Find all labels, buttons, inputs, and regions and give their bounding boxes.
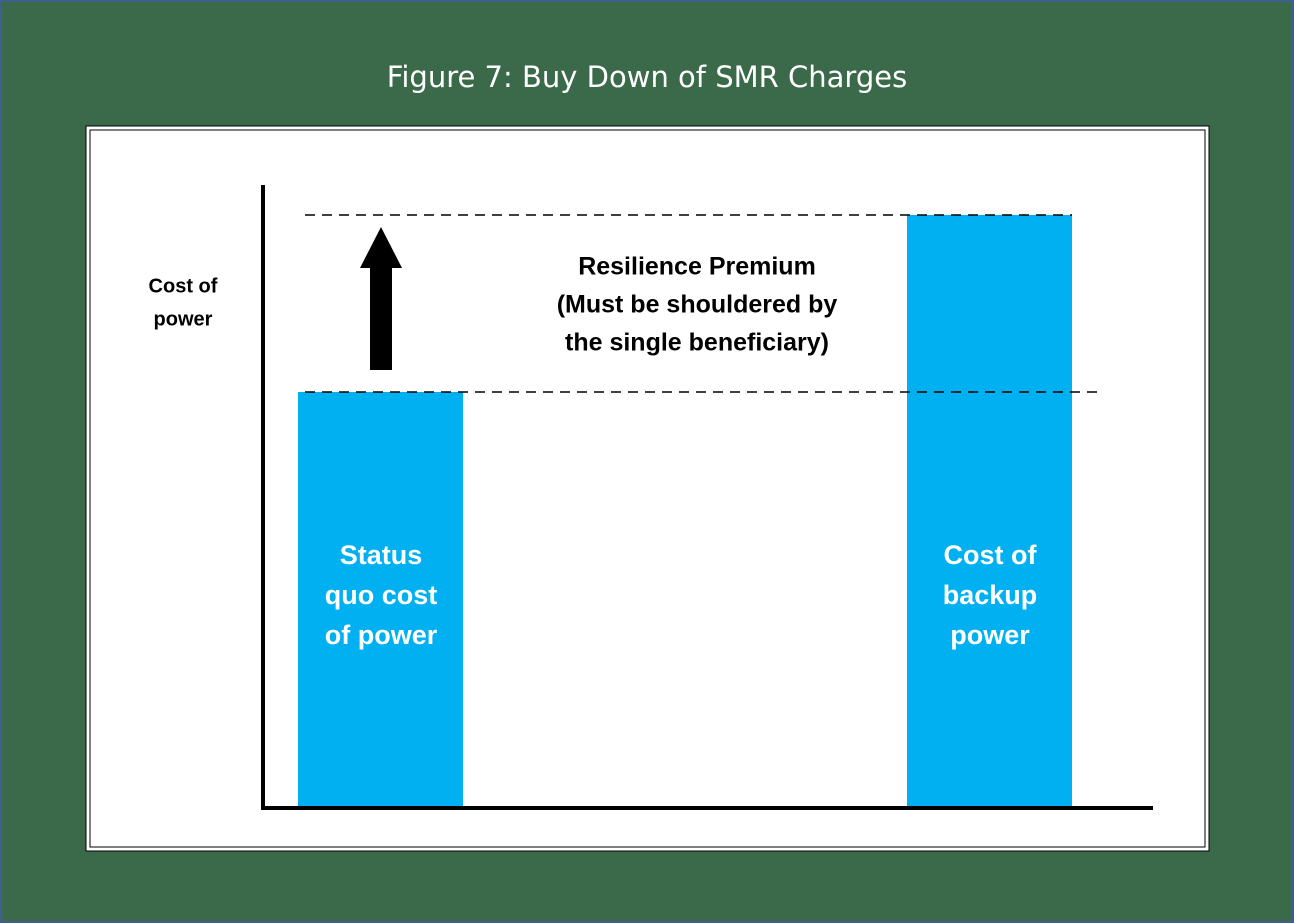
y-axis-label: Cost of <box>149 275 218 297</box>
annotation: (Must be shouldered by <box>557 291 838 319</box>
bar-label: of power <box>325 620 438 650</box>
annotation: the single beneficiary) <box>565 329 829 357</box>
bar <box>907 215 1072 808</box>
annotation: Resilience Premium <box>578 253 816 281</box>
bar-label: Cost of <box>944 540 1038 570</box>
bar-label: backup <box>943 580 1038 610</box>
panel-inner-border <box>89 129 1206 848</box>
figure-title: Figure 7: Buy Down of SMR Charges <box>387 60 907 94</box>
arrow-head <box>360 227 402 268</box>
bar-label: quo cost <box>325 580 438 610</box>
bar-label: power <box>950 620 1030 650</box>
bar <box>298 392 463 808</box>
y-axis-label: power <box>154 308 213 330</box>
bar-label: Status <box>340 540 423 570</box>
arrow-shaft <box>370 268 392 370</box>
